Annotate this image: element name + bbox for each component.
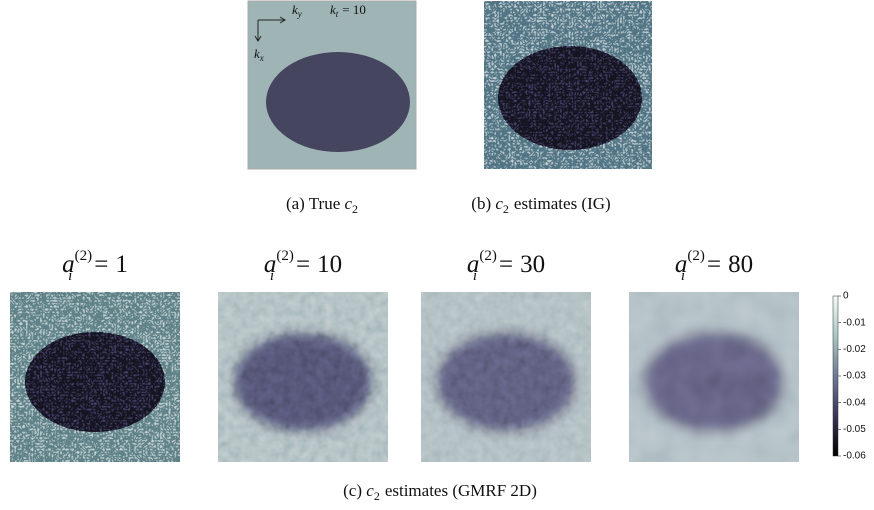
param-value: 30 (520, 251, 545, 278)
panel-gmrf: a(2) i = 1 (10, 248, 180, 462)
param-symbol: a (264, 251, 277, 278)
param-symbol: a (675, 251, 688, 278)
colorbar: 0 -0.01 -0.02 -0.03 -0.04 -0.05 -0.06 (832, 291, 866, 462)
panel-ig (484, 1, 652, 169)
param-sup: (2) (479, 248, 497, 264)
caption: (a) True c2 (286, 194, 358, 216)
param-symbol: a (467, 251, 480, 278)
panel-title: a(2) i = 10 (264, 248, 342, 284)
colorbar-tick-label: -0.03 (843, 371, 866, 382)
param-eq: = (94, 251, 108, 278)
axes-arrow (254, 16, 286, 42)
colorbar-tick-label: -0.05 (843, 424, 866, 435)
annotation: kt = 10 (330, 2, 366, 19)
image-noise (629, 292, 799, 462)
param-symbol: a (62, 251, 75, 278)
panel-gmrf: a(2) i = 80 (629, 248, 799, 462)
image-noise (10, 292, 180, 462)
panel-title: a(2) i = 80 (675, 248, 753, 284)
panel-title: a(2) i = 1 (62, 248, 128, 284)
caption: (c) c2 estimates (GMRF 2D) (343, 481, 537, 503)
image-noise (218, 292, 388, 462)
colorbar-tick-label: -0.02 (843, 344, 866, 355)
panel-gmrf: a(2) i = 30 (421, 248, 591, 462)
param-eq: = (707, 251, 721, 278)
param-eq: = (296, 251, 310, 278)
param-sub: i (473, 268, 477, 284)
panel-title: a(2) i = 30 (467, 248, 545, 284)
annotation: ky (292, 2, 302, 19)
panel-gmrf: a(2) i = 10 (218, 248, 388, 462)
colorbar-tick-label: -0.04 (843, 397, 866, 408)
param-sub: i (270, 268, 274, 284)
panel-true: ky kt = 10 kx (247, 0, 417, 170)
bottom-row: a(2) i = 1 a(2) i = 10 a(2) i = 30 a(2) i = 80 (10, 248, 799, 462)
param-eq: = (499, 251, 513, 278)
colorbar-tick-label: -0.01 (843, 317, 866, 328)
param-value: 1 (115, 251, 128, 278)
param-value: 10 (317, 251, 342, 278)
param-sup: (2) (276, 248, 294, 264)
param-sup: (2) (687, 248, 705, 264)
param-value: 80 (728, 251, 753, 278)
colorbar-tick-label: -0.06 (843, 451, 866, 462)
param-sub: i (681, 268, 685, 284)
colorbar-tick-label: 0 (843, 291, 849, 302)
annotation: kx (254, 46, 264, 63)
param-sup: (2) (75, 248, 93, 264)
image-ellipse (266, 52, 410, 152)
image-noise (484, 1, 652, 169)
param-sub: i (68, 268, 72, 284)
image-noise (421, 292, 591, 462)
caption: (b) c2 estimates (IG) (471, 194, 610, 216)
colorbar-gradient (832, 295, 839, 457)
